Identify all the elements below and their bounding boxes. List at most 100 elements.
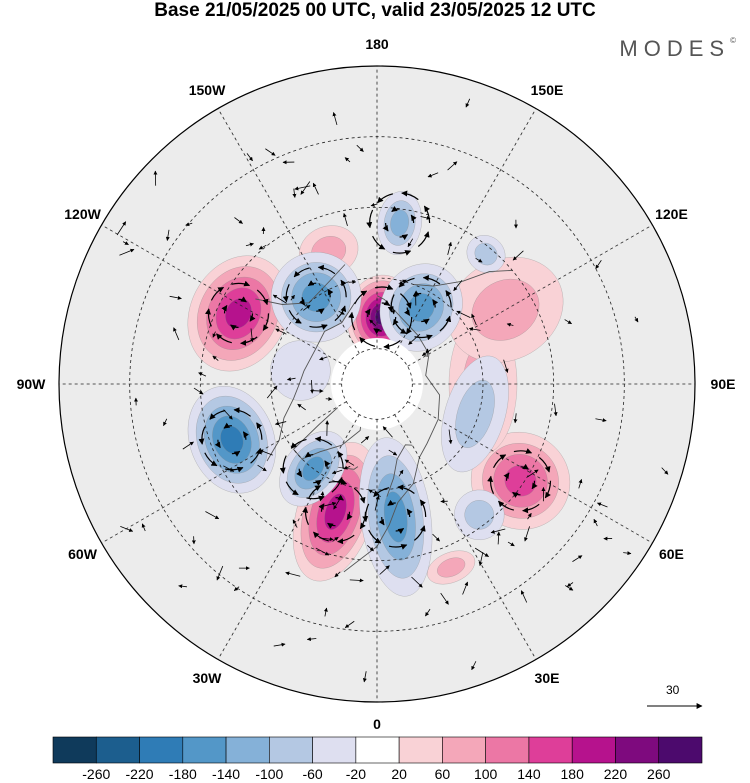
wind-vector xyxy=(566,582,574,587)
colorbar-tick-label: -220 xyxy=(125,766,154,782)
wind-vector xyxy=(414,334,433,341)
longitude-label: 0 xyxy=(373,716,381,732)
wind-vector xyxy=(465,98,471,108)
wind-vector xyxy=(310,380,315,394)
wind-vector xyxy=(299,297,306,306)
wind-vector xyxy=(387,499,396,506)
wind-vector xyxy=(340,279,347,298)
parallel xyxy=(341,348,413,420)
wind-vector xyxy=(141,523,146,532)
wind-circulation xyxy=(282,264,347,330)
wind-vector xyxy=(325,396,333,401)
wind-vector xyxy=(432,299,439,308)
wind-vector xyxy=(331,469,343,475)
wind-vector xyxy=(348,311,356,331)
wind-vector xyxy=(238,296,247,303)
wind-vector xyxy=(163,418,168,427)
map-title: Base 21/05/2025 00 UTC, valid 23/05/2025… xyxy=(154,0,596,21)
wind-vector xyxy=(258,244,267,250)
colorbar-tick-label: 220 xyxy=(603,766,628,782)
wind-vector xyxy=(362,671,367,683)
wind-vector xyxy=(306,637,317,642)
wind-vector xyxy=(185,222,193,227)
wind-vector xyxy=(378,516,385,526)
wind-vector xyxy=(440,592,449,605)
wind-vector xyxy=(368,489,381,498)
wind-vector xyxy=(439,315,452,332)
wind-vector xyxy=(492,454,507,469)
wind-vector xyxy=(214,439,221,449)
wind-vector xyxy=(327,522,336,529)
colorbar xyxy=(52,736,703,764)
wind-vector xyxy=(193,387,204,395)
wind-vector xyxy=(359,336,376,347)
wind-vector xyxy=(527,469,539,478)
wind-vector xyxy=(372,235,386,250)
colorbar-tick-label: -20 xyxy=(345,766,366,782)
wind-vector xyxy=(527,512,532,520)
wind-vector xyxy=(316,308,325,315)
wind-vector xyxy=(421,349,432,356)
wind-vector xyxy=(315,547,330,556)
wind-circulation xyxy=(279,436,344,502)
wind-vector xyxy=(393,320,407,335)
wind-vector xyxy=(173,327,180,341)
wind-vector xyxy=(266,385,278,399)
coastline xyxy=(255,264,346,305)
colorbar-swatch xyxy=(355,736,400,764)
colorbar-tick-label: -260 xyxy=(82,766,111,782)
wind-vector xyxy=(234,217,243,224)
wind-vector xyxy=(262,313,270,331)
wind-vector xyxy=(406,508,413,518)
longitude-label: 120E xyxy=(655,206,688,222)
colorbar-tick-label: -60 xyxy=(302,766,323,782)
wind-vector xyxy=(447,241,452,256)
wind-vector xyxy=(302,506,310,525)
colorbar-swatch xyxy=(442,736,486,764)
wind-vector xyxy=(205,308,212,327)
wind-vector xyxy=(544,480,552,499)
wind-vector xyxy=(279,455,287,474)
wind-vector xyxy=(242,431,249,440)
wind-circulation xyxy=(205,280,270,346)
wind-vector xyxy=(421,318,430,325)
colorbar-swatch xyxy=(485,736,530,764)
wind-vector xyxy=(388,544,408,550)
brand-mark: © xyxy=(730,36,736,45)
wind-vector xyxy=(205,511,220,520)
wind-vector xyxy=(344,459,355,466)
wind-vector xyxy=(398,469,404,477)
meridian xyxy=(394,108,537,354)
wind-circulation xyxy=(366,190,431,256)
wind-vector xyxy=(462,581,469,595)
anomaly-center xyxy=(447,256,564,363)
wind-vector xyxy=(374,495,380,511)
wind-vector xyxy=(368,529,382,544)
wind-vector xyxy=(303,304,311,311)
wind-vector xyxy=(383,340,401,350)
wind-vector xyxy=(578,478,583,489)
wind-vector xyxy=(453,280,463,292)
wind-vector xyxy=(178,584,187,589)
wind-vector xyxy=(285,481,299,496)
meridian xyxy=(394,414,537,660)
wind-vector xyxy=(230,324,239,331)
longitude-label: 60E xyxy=(658,546,684,562)
wind-vector xyxy=(487,475,495,495)
wind-vector xyxy=(513,413,518,424)
colorbar-tick-label: 20 xyxy=(391,766,407,782)
colorbar-tick-label: 180 xyxy=(560,766,584,782)
colorbar-tick-label: -100 xyxy=(255,766,284,782)
wind-vector xyxy=(292,188,297,198)
wind-vector xyxy=(400,293,412,309)
wind-vector xyxy=(512,491,521,498)
wind-vector xyxy=(369,319,376,326)
wind-vector xyxy=(297,403,306,411)
colorbar-swatch xyxy=(658,736,703,764)
meridian xyxy=(217,108,360,354)
wind-vector xyxy=(288,309,302,324)
wind-vector xyxy=(314,436,333,446)
wind-vector xyxy=(564,319,572,325)
wind-vector xyxy=(290,438,307,449)
wind-vector xyxy=(503,472,510,481)
